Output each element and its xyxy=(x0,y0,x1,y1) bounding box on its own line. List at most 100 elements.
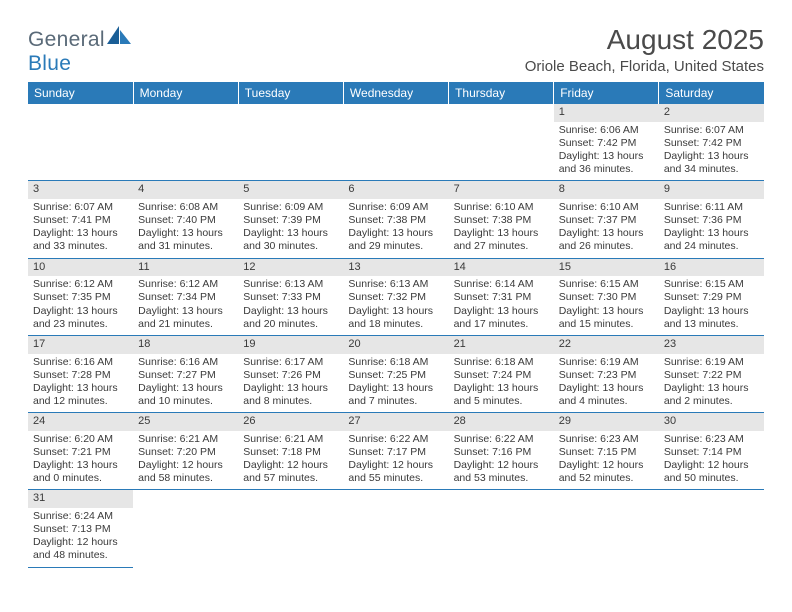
sunset-text: Sunset: 7:15 PM xyxy=(559,446,654,459)
sunrise-text: Sunrise: 6:23 AM xyxy=(559,433,654,446)
daylight-text: Daylight: 12 hours xyxy=(243,459,338,472)
day-number: 8 xyxy=(554,181,659,199)
daylight-text: Daylight: 13 hours xyxy=(664,150,759,163)
day-body: Sunrise: 6:19 AMSunset: 7:23 PMDaylight:… xyxy=(554,354,659,413)
logo-sail-icon xyxy=(106,24,132,46)
sunrise-text: Sunrise: 6:08 AM xyxy=(138,201,233,214)
weekday-header: Friday xyxy=(554,82,659,104)
day-number: 16 xyxy=(659,259,764,277)
sunrise-text: Sunrise: 6:14 AM xyxy=(454,278,549,291)
day-body: Sunrise: 6:08 AMSunset: 7:40 PMDaylight:… xyxy=(133,199,238,258)
sunrise-text: Sunrise: 6:12 AM xyxy=(138,278,233,291)
daylight-text: Daylight: 13 hours xyxy=(243,382,338,395)
sunset-text: Sunset: 7:39 PM xyxy=(243,214,338,227)
daylight-text: and 2 minutes. xyxy=(664,395,759,408)
day-body: Sunrise: 6:17 AMSunset: 7:26 PMDaylight:… xyxy=(238,354,343,413)
day-number: 27 xyxy=(343,413,448,431)
calendar-day-cell: 13Sunrise: 6:13 AMSunset: 7:32 PMDayligh… xyxy=(343,258,448,335)
calendar-day-cell: 4Sunrise: 6:08 AMSunset: 7:40 PMDaylight… xyxy=(133,181,238,258)
daylight-text: and 5 minutes. xyxy=(454,395,549,408)
day-body: Sunrise: 6:14 AMSunset: 7:31 PMDaylight:… xyxy=(449,276,554,335)
calendar-day-cell: 11Sunrise: 6:12 AMSunset: 7:34 PMDayligh… xyxy=(133,258,238,335)
day-body: Sunrise: 6:21 AMSunset: 7:20 PMDaylight:… xyxy=(133,431,238,490)
day-number: 30 xyxy=(659,413,764,431)
calendar-day-cell: 18Sunrise: 6:16 AMSunset: 7:27 PMDayligh… xyxy=(133,335,238,412)
sunset-text: Sunset: 7:33 PM xyxy=(243,291,338,304)
calendar-day-cell: 21Sunrise: 6:18 AMSunset: 7:24 PMDayligh… xyxy=(449,335,554,412)
daylight-text: and 15 minutes. xyxy=(559,318,654,331)
day-body: Sunrise: 6:19 AMSunset: 7:22 PMDaylight:… xyxy=(659,354,764,413)
day-number: 7 xyxy=(449,181,554,199)
day-number: 1 xyxy=(554,104,659,122)
day-number: 24 xyxy=(28,413,133,431)
sunset-text: Sunset: 7:22 PM xyxy=(664,369,759,382)
sunset-text: Sunset: 7:26 PM xyxy=(243,369,338,382)
daylight-text: and 48 minutes. xyxy=(33,549,128,562)
daylight-text: and 8 minutes. xyxy=(243,395,338,408)
calendar-day-cell: 7Sunrise: 6:10 AMSunset: 7:38 PMDaylight… xyxy=(449,181,554,258)
daylight-text: and 27 minutes. xyxy=(454,240,549,253)
day-body: Sunrise: 6:12 AMSunset: 7:34 PMDaylight:… xyxy=(133,276,238,335)
daylight-text: and 7 minutes. xyxy=(348,395,443,408)
sunrise-text: Sunrise: 6:12 AM xyxy=(33,278,128,291)
day-number: 18 xyxy=(133,336,238,354)
day-number: 21 xyxy=(449,336,554,354)
day-number: 28 xyxy=(449,413,554,431)
day-number: 5 xyxy=(238,181,343,199)
daylight-text: and 34 minutes. xyxy=(664,163,759,176)
sunset-text: Sunset: 7:36 PM xyxy=(664,214,759,227)
daylight-text: Daylight: 12 hours xyxy=(664,459,759,472)
day-body: Sunrise: 6:23 AMSunset: 7:15 PMDaylight:… xyxy=(554,431,659,490)
sunrise-text: Sunrise: 6:13 AM xyxy=(348,278,443,291)
daylight-text: and 20 minutes. xyxy=(243,318,338,331)
sunset-text: Sunset: 7:38 PM xyxy=(348,214,443,227)
sunset-text: Sunset: 7:37 PM xyxy=(559,214,654,227)
daylight-text: Daylight: 13 hours xyxy=(33,305,128,318)
day-number: 13 xyxy=(343,259,448,277)
calendar-day-cell xyxy=(449,104,554,181)
weekday-header: Monday xyxy=(133,82,238,104)
sunset-text: Sunset: 7:28 PM xyxy=(33,369,128,382)
day-number: 25 xyxy=(133,413,238,431)
day-number: 22 xyxy=(554,336,659,354)
sunset-text: Sunset: 7:13 PM xyxy=(33,523,128,536)
sunrise-text: Sunrise: 6:07 AM xyxy=(33,201,128,214)
sunrise-text: Sunrise: 6:19 AM xyxy=(664,356,759,369)
day-body: Sunrise: 6:11 AMSunset: 7:36 PMDaylight:… xyxy=(659,199,764,258)
month-title: August 2025 xyxy=(525,24,764,56)
day-body: Sunrise: 6:22 AMSunset: 7:16 PMDaylight:… xyxy=(449,431,554,490)
day-body: Sunrise: 6:16 AMSunset: 7:27 PMDaylight:… xyxy=(133,354,238,413)
calendar-day-cell xyxy=(449,490,554,567)
calendar-day-cell xyxy=(133,104,238,181)
day-body: Sunrise: 6:24 AMSunset: 7:13 PMDaylight:… xyxy=(28,508,133,567)
day-body: Sunrise: 6:23 AMSunset: 7:14 PMDaylight:… xyxy=(659,431,764,490)
sunrise-text: Sunrise: 6:19 AM xyxy=(559,356,654,369)
day-number: 3 xyxy=(28,181,133,199)
day-body: Sunrise: 6:20 AMSunset: 7:21 PMDaylight:… xyxy=(28,431,133,490)
daylight-text: Daylight: 13 hours xyxy=(664,305,759,318)
daylight-text: Daylight: 13 hours xyxy=(454,227,549,240)
daylight-text: Daylight: 12 hours xyxy=(454,459,549,472)
day-number: 11 xyxy=(133,259,238,277)
sunrise-text: Sunrise: 6:15 AM xyxy=(559,278,654,291)
calendar-day-cell: 20Sunrise: 6:18 AMSunset: 7:25 PMDayligh… xyxy=(343,335,448,412)
daylight-text: and 21 minutes. xyxy=(138,318,233,331)
calendar-week-row: 1Sunrise: 6:06 AMSunset: 7:42 PMDaylight… xyxy=(28,104,764,181)
calendar-day-cell: 2Sunrise: 6:07 AMSunset: 7:42 PMDaylight… xyxy=(659,104,764,181)
daylight-text: Daylight: 13 hours xyxy=(33,459,128,472)
daylight-text: and 4 minutes. xyxy=(559,395,654,408)
calendar-day-cell xyxy=(343,490,448,567)
sunrise-text: Sunrise: 6:21 AM xyxy=(138,433,233,446)
calendar-day-cell: 3Sunrise: 6:07 AMSunset: 7:41 PMDaylight… xyxy=(28,181,133,258)
calendar-day-cell xyxy=(133,490,238,567)
day-body: Sunrise: 6:13 AMSunset: 7:33 PMDaylight:… xyxy=(238,276,343,335)
sunrise-text: Sunrise: 6:20 AM xyxy=(33,433,128,446)
daylight-text: Daylight: 13 hours xyxy=(559,305,654,318)
sunrise-text: Sunrise: 6:16 AM xyxy=(33,356,128,369)
daylight-text: Daylight: 13 hours xyxy=(559,150,654,163)
sunset-text: Sunset: 7:41 PM xyxy=(33,214,128,227)
sunrise-text: Sunrise: 6:17 AM xyxy=(243,356,338,369)
daylight-text: and 52 minutes. xyxy=(559,472,654,485)
weekday-header: Saturday xyxy=(659,82,764,104)
sunset-text: Sunset: 7:32 PM xyxy=(348,291,443,304)
